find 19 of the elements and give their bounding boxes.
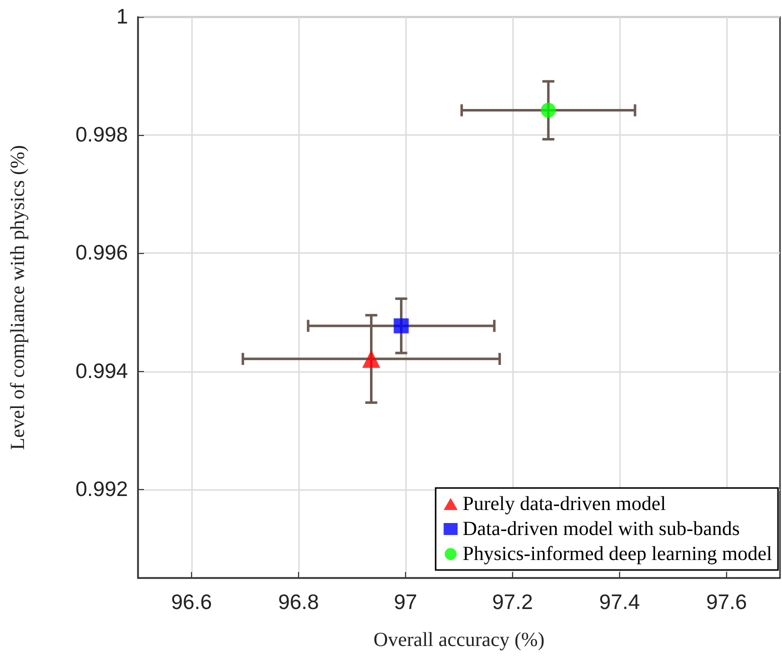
legend-label: Purely data-driven model (462, 493, 666, 515)
x-axis-title: Overall accuracy (%) (374, 629, 544, 651)
y-tick-label: 0.996 (75, 242, 128, 265)
y-tick-label: 0.998 (75, 124, 128, 147)
point (362, 350, 380, 368)
x-tick-label: 96.8 (278, 591, 319, 614)
point (540, 102, 556, 118)
point (394, 318, 409, 334)
y-tick-label: 0.994 (75, 360, 128, 383)
legend-label: Data-driven model with sub-bands (462, 518, 740, 540)
legend-label: Physics-informed deep learning model (462, 543, 772, 565)
x-tick-label: 97.6 (706, 591, 747, 614)
y-tick-label: 0.992 (75, 478, 128, 501)
x-tick-label: 97.4 (599, 591, 640, 614)
x-tick-label: 96.6 (171, 591, 212, 614)
y-tick-label: 1 (116, 6, 128, 28)
x-tick-label: 97 (394, 591, 418, 614)
x-tick-label: 97.2 (492, 591, 533, 614)
y-axis-title: Level of compliance with physics (%) (7, 145, 29, 450)
